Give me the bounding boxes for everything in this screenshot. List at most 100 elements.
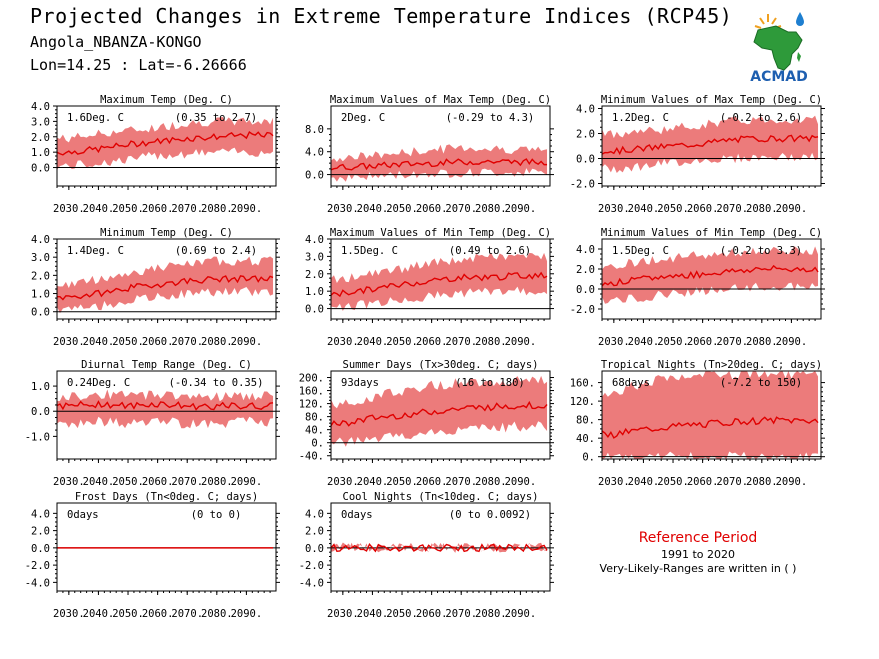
panel-title: Minimum Values of Max Temp (Deg. C) [601, 94, 822, 106]
y-tick-label: 4.0 [576, 244, 595, 256]
x-tick-label: 2070. [445, 203, 477, 215]
x-tick-label: 2060. [416, 608, 448, 620]
x-tick-label: 2090. [776, 203, 808, 215]
chart-panel-11: -4.0 -2.0 0.0 2.0 4.0 2030.2040.2050.2060.207… [299, 491, 554, 620]
y-tick-label: 0.0 [31, 543, 50, 555]
likely-range: (-7.2 to 150) [720, 377, 802, 389]
x-tick-label: 2080. [746, 336, 778, 348]
plot-frame [56, 238, 277, 320]
median-line [330, 271, 548, 298]
x-tick-label: 2040. [357, 336, 389, 348]
y-tick-label: -2.0 [299, 560, 324, 572]
panel-title: Cool Nights (Tn<10deg. C; days) [343, 491, 539, 503]
chart-panel-7: -1.0 0.0 1.0 2030.2040.2050.2060.2070.2080.… [25, 359, 280, 488]
median-line [56, 400, 274, 411]
panel-title: Frost Days (Tn<0deg. C; days) [75, 491, 258, 503]
x-tick-label: 2090. [776, 476, 808, 488]
x-tick-label: 2050. [112, 203, 144, 215]
y-tick-label: 0.0 [31, 163, 50, 175]
median-line [601, 416, 819, 439]
y-tick-label: 4.0 [305, 147, 324, 159]
x-tick-label: 2040. [357, 608, 389, 620]
x-tick-label: 2040. [83, 608, 115, 620]
y-tick-label: 3.0 [31, 252, 50, 264]
y-tick-label: 0.0 [576, 154, 595, 166]
y-tick-label: 2.0 [576, 129, 595, 141]
y-tick-label: 0. [582, 452, 595, 464]
chart-panel-4: 0.0 1.0 2.0 3.0 4.0 2030.2040.2050.2060.2070.… [31, 227, 280, 348]
y-tick-label: 160. [570, 378, 595, 390]
panel-title: Diurnal Temp Range (Deg. C) [81, 359, 252, 371]
likely-range: (-0.2 to 3.3) [720, 245, 802, 257]
y-tick-label: -2.0 [570, 304, 595, 316]
x-tick-label: 2030. [327, 203, 359, 215]
x-tick-label: 2070. [716, 476, 748, 488]
x-tick-label: 2030. [53, 336, 85, 348]
panel-title: Summer Days (Tx>30deg. C; days) [343, 359, 539, 371]
x-tick-label: 2050. [112, 336, 144, 348]
uncertainty-band [57, 116, 274, 170]
x-tick-label: 2080. [201, 203, 233, 215]
x-tick-label: 2080. [746, 203, 778, 215]
x-tick-label: 2070. [445, 608, 477, 620]
y-tick-label: -4.0 [25, 577, 50, 589]
change-value: 0.24Deg. C [67, 377, 130, 389]
y-tick-label: 0.0 [576, 284, 595, 296]
chart-panel-3: -2.00.02.04.02030.2040.2050.2060.2070.20… [570, 94, 825, 215]
chart-panel-1: 0.0 1.0 2.0 3.0 4.0 2030.2040.2050.2060.2070.… [31, 94, 280, 215]
y-tick-label: 2.0 [576, 264, 595, 276]
likely-range: (0 to 0.0092) [449, 509, 531, 521]
y-tick-label: -2.0 [25, 560, 50, 572]
uncertainty-band [602, 371, 819, 459]
x-tick-label: 2050. [386, 203, 418, 215]
x-tick-label: 2060. [687, 336, 719, 348]
y-tick-label: 0. [311, 438, 324, 450]
x-tick-label: 2060. [142, 336, 174, 348]
x-tick-label: 2090. [231, 203, 263, 215]
panel-title: Minimum Values of Min Temp (Deg. C) [601, 227, 822, 239]
x-tick-label: 2080. [201, 336, 233, 348]
y-tick-label: 3.0 [31, 116, 50, 128]
x-tick-label: 2090. [505, 336, 537, 348]
plot-frame [56, 502, 277, 592]
x-tick-label: 2070. [171, 336, 203, 348]
y-tick-label: 4.0 [31, 508, 50, 520]
likely-range: (0 to 0) [191, 509, 242, 521]
y-tick-label: 4.0 [31, 101, 50, 113]
x-tick-label: 2030. [598, 203, 630, 215]
y-tick-label: 1.0 [305, 286, 324, 298]
y-tick-label: -1.0 [25, 431, 50, 443]
x-tick-label: 2090. [231, 608, 263, 620]
likely-range: (16 to 180) [455, 377, 525, 389]
x-tick-label: 2070. [171, 203, 203, 215]
change-value: 0days [341, 509, 373, 521]
x-tick-label: 2070. [445, 336, 477, 348]
x-tick-label: 2030. [598, 476, 630, 488]
x-tick-label: 2040. [357, 203, 389, 215]
likely-range: (0.35 to 2.7) [175, 112, 257, 124]
chart-panel-9: 0. 40. 80. 120. 160. 2030.2040.2050.2060.2070… [570, 359, 825, 488]
x-tick-label: 2030. [53, 608, 85, 620]
change-value: 1.2Deg. C [612, 112, 669, 124]
x-tick-label: 2040. [628, 336, 660, 348]
y-tick-label: 120. [299, 399, 324, 411]
plot-frame [56, 105, 277, 187]
x-tick-label: 2050. [112, 608, 144, 620]
africa-map-logo-icon: ACMAD [750, 12, 808, 84]
median-line [601, 264, 819, 287]
plot-frame [330, 370, 551, 460]
y-tick-label: 2.0 [31, 132, 50, 144]
chart-panel-6: -2.00.02.04.02030.2040.2050.2060.2070.20… [570, 227, 825, 348]
likely-range: (0.69 to 2.4) [175, 245, 257, 257]
change-value: 1.5Deg. C [341, 245, 398, 257]
x-tick-label: 2040. [83, 203, 115, 215]
x-tick-label: 2040. [628, 203, 660, 215]
median-line [330, 543, 548, 553]
x-tick-label: 2070. [445, 476, 477, 488]
x-tick-label: 2040. [628, 476, 660, 488]
x-tick-label: 2030. [327, 336, 359, 348]
median-line [330, 158, 548, 171]
y-tick-label: 8.0 [305, 124, 324, 136]
change-value: 1.5Deg. C [612, 245, 669, 257]
